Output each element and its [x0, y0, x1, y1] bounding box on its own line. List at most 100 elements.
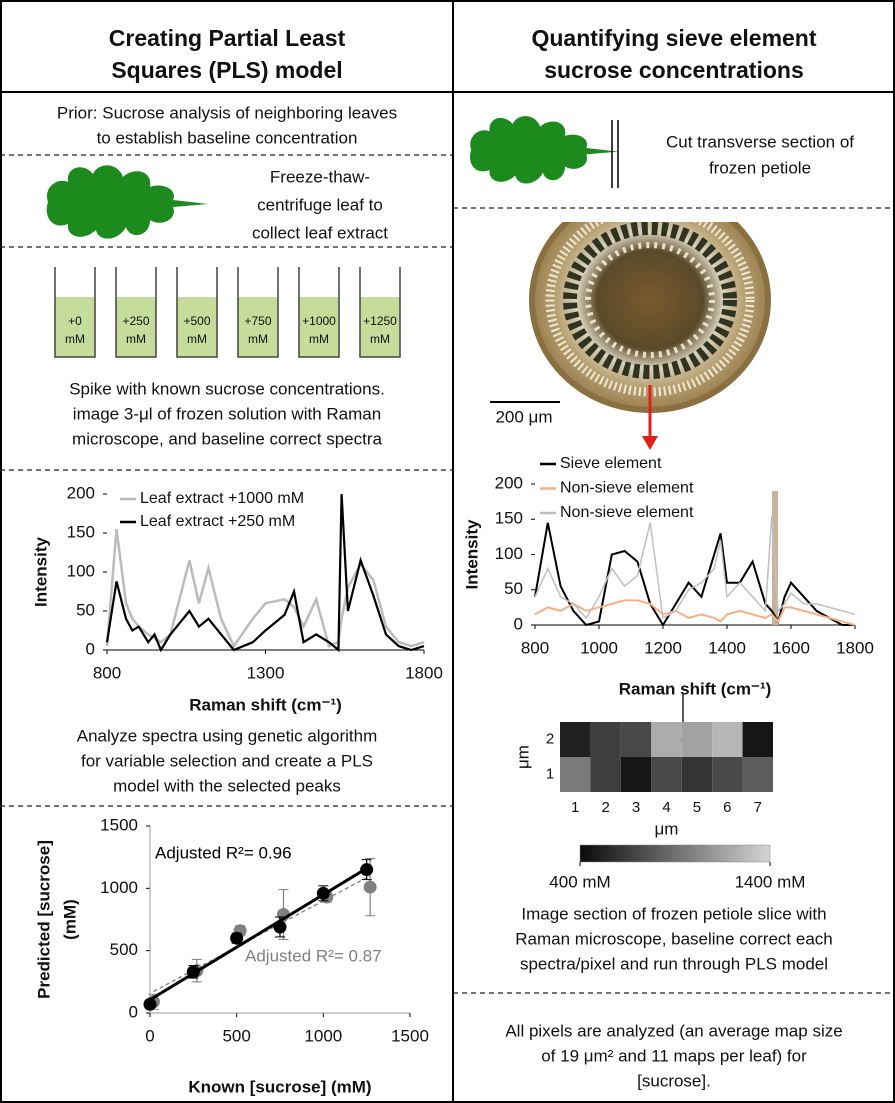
series-line: [535, 516, 855, 618]
tube-label: mM: [248, 332, 268, 346]
y-axis-label: μm: [513, 745, 532, 769]
tube-label: mM: [126, 332, 146, 346]
x-tick-label: 1000: [580, 638, 618, 657]
x-tick-label: 1300: [247, 663, 285, 682]
x-axis-label: Raman shift (cm⁻¹): [189, 695, 342, 714]
point: [274, 920, 287, 933]
x-axis-label: Known [sucrose] (mM): [188, 1077, 371, 1096]
colorbar-label: 400 mM: [549, 872, 610, 891]
y-tick-label: 0: [514, 614, 523, 633]
heat-cell: [590, 722, 620, 757]
y-tick-label: 150: [495, 509, 523, 528]
y-tick-label: 100: [67, 561, 95, 580]
heat-cell: [651, 722, 681, 757]
caption: [sucrose].: [637, 1071, 711, 1090]
legend-label: Non-sieve element: [560, 480, 694, 497]
point: [317, 887, 330, 900]
tube-label: +500: [183, 314, 210, 328]
tube-label: +750: [244, 314, 271, 328]
x-tick-label: 1: [571, 799, 579, 816]
legend-label: Leaf extract +250 mM: [140, 513, 295, 530]
colorbar: [580, 845, 770, 862]
y-tick-label: 0: [129, 1002, 138, 1021]
y-tick-label: 1500: [100, 815, 138, 834]
heat-cell: [682, 722, 712, 757]
x-tick-label: 6: [723, 799, 731, 816]
title: sucrose concentrations: [544, 57, 803, 83]
y-tick-label: 2: [546, 730, 554, 747]
caption: Freeze-thaw-: [270, 167, 370, 186]
heat-cell: [621, 757, 651, 792]
series-line: [107, 529, 424, 646]
title: Creating Partial Least: [109, 25, 346, 51]
caption: Prior: Sucrose analysis of neighboring l…: [57, 103, 397, 122]
y-tick-label: 50: [504, 579, 523, 598]
y-tick-label: 1: [546, 765, 554, 782]
fit-line: [150, 868, 367, 999]
arrow-head: [642, 436, 658, 450]
y-axis-label: Intensity: [31, 537, 50, 607]
x-tick-label: 800: [521, 638, 549, 657]
legend-label: Non-sieve element: [560, 504, 694, 521]
title: Squares (PLS) model: [111, 57, 342, 83]
caption: frozen petiole: [709, 158, 811, 177]
x-tick-label: 1000: [304, 1026, 342, 1045]
tube-label: +0: [68, 314, 82, 328]
tube-label: mM: [370, 332, 390, 346]
caption: spectra/pixel and run through PLS model: [520, 954, 828, 973]
tube-label: mM: [65, 332, 85, 346]
y-axis-label: (mM): [60, 899, 79, 940]
heat-cell: [621, 722, 651, 757]
leaf-icon: [47, 165, 208, 238]
y-axis-label: Predicted [sucrose]: [34, 840, 53, 999]
x-tick-label: 0: [145, 1026, 154, 1045]
y-tick-label: 200: [495, 473, 523, 492]
x-tick-label: 7: [754, 799, 762, 816]
x-tick-label: 4: [662, 799, 670, 816]
petiole-image: [532, 190, 768, 410]
x-tick-label: 1600: [772, 638, 810, 657]
caption: Analyze spectra using genetic algorithm: [77, 726, 378, 745]
x-axis-label: μm: [655, 819, 679, 838]
x-tick-label: 1400: [708, 638, 746, 657]
heat-cell: [682, 757, 712, 792]
caption: All pixels are analyzed (an average map …: [505, 1021, 842, 1040]
heat-cell: [651, 757, 681, 792]
x-tick-label: 1200: [644, 638, 682, 657]
caption: Image section of frozen petiole slice wi…: [521, 904, 826, 923]
x-tick-label: 1500: [391, 1026, 429, 1045]
y-axis-label: Intensity: [462, 519, 481, 589]
tube-label: mM: [187, 332, 207, 346]
tube-label: mM: [309, 332, 329, 346]
x-tick-label: 2: [601, 799, 609, 816]
x-tick-label: 800: [93, 663, 121, 682]
colorbar-label: 1400 mM: [735, 872, 806, 891]
y-tick-label: 500: [110, 940, 138, 959]
heat-cell: [712, 722, 742, 757]
legend-label: Leaf extract +1000 mM: [140, 490, 304, 507]
annotation: Adjusted R²= 0.96: [155, 843, 292, 862]
scale-label: 200 μm: [495, 407, 552, 426]
figure: Creating Partial Least Squares (PLS) mod…: [0, 0, 895, 1103]
caption: Raman microscope, baseline correct each: [515, 929, 832, 948]
tube-label: +1000: [302, 314, 336, 328]
x-tick-label: 500: [222, 1026, 250, 1045]
caption: collect leaf extract: [252, 223, 388, 242]
heat-cell: [590, 757, 620, 792]
title: Quantifying sieve element: [531, 25, 816, 51]
y-tick-label: 200: [67, 483, 95, 502]
caption: image 3-μl of frozen solution with Raman: [73, 404, 381, 423]
heat-cell: [743, 722, 773, 757]
point: [187, 965, 200, 978]
caption: microscope, and baseline correct spectra: [72, 429, 382, 448]
point: [364, 881, 377, 894]
x-tick-label: 1800: [836, 638, 874, 657]
x-tick-label: 1800: [405, 663, 443, 682]
caption: for variable selection and create a PLS: [81, 751, 373, 770]
tube-label: +250: [122, 314, 149, 328]
caption: centrifuge leaf to: [257, 195, 383, 214]
y-tick-label: 0: [86, 639, 95, 658]
heat-cell: [712, 757, 742, 792]
caption: model with the selected peaks: [113, 776, 341, 795]
point: [230, 932, 243, 945]
